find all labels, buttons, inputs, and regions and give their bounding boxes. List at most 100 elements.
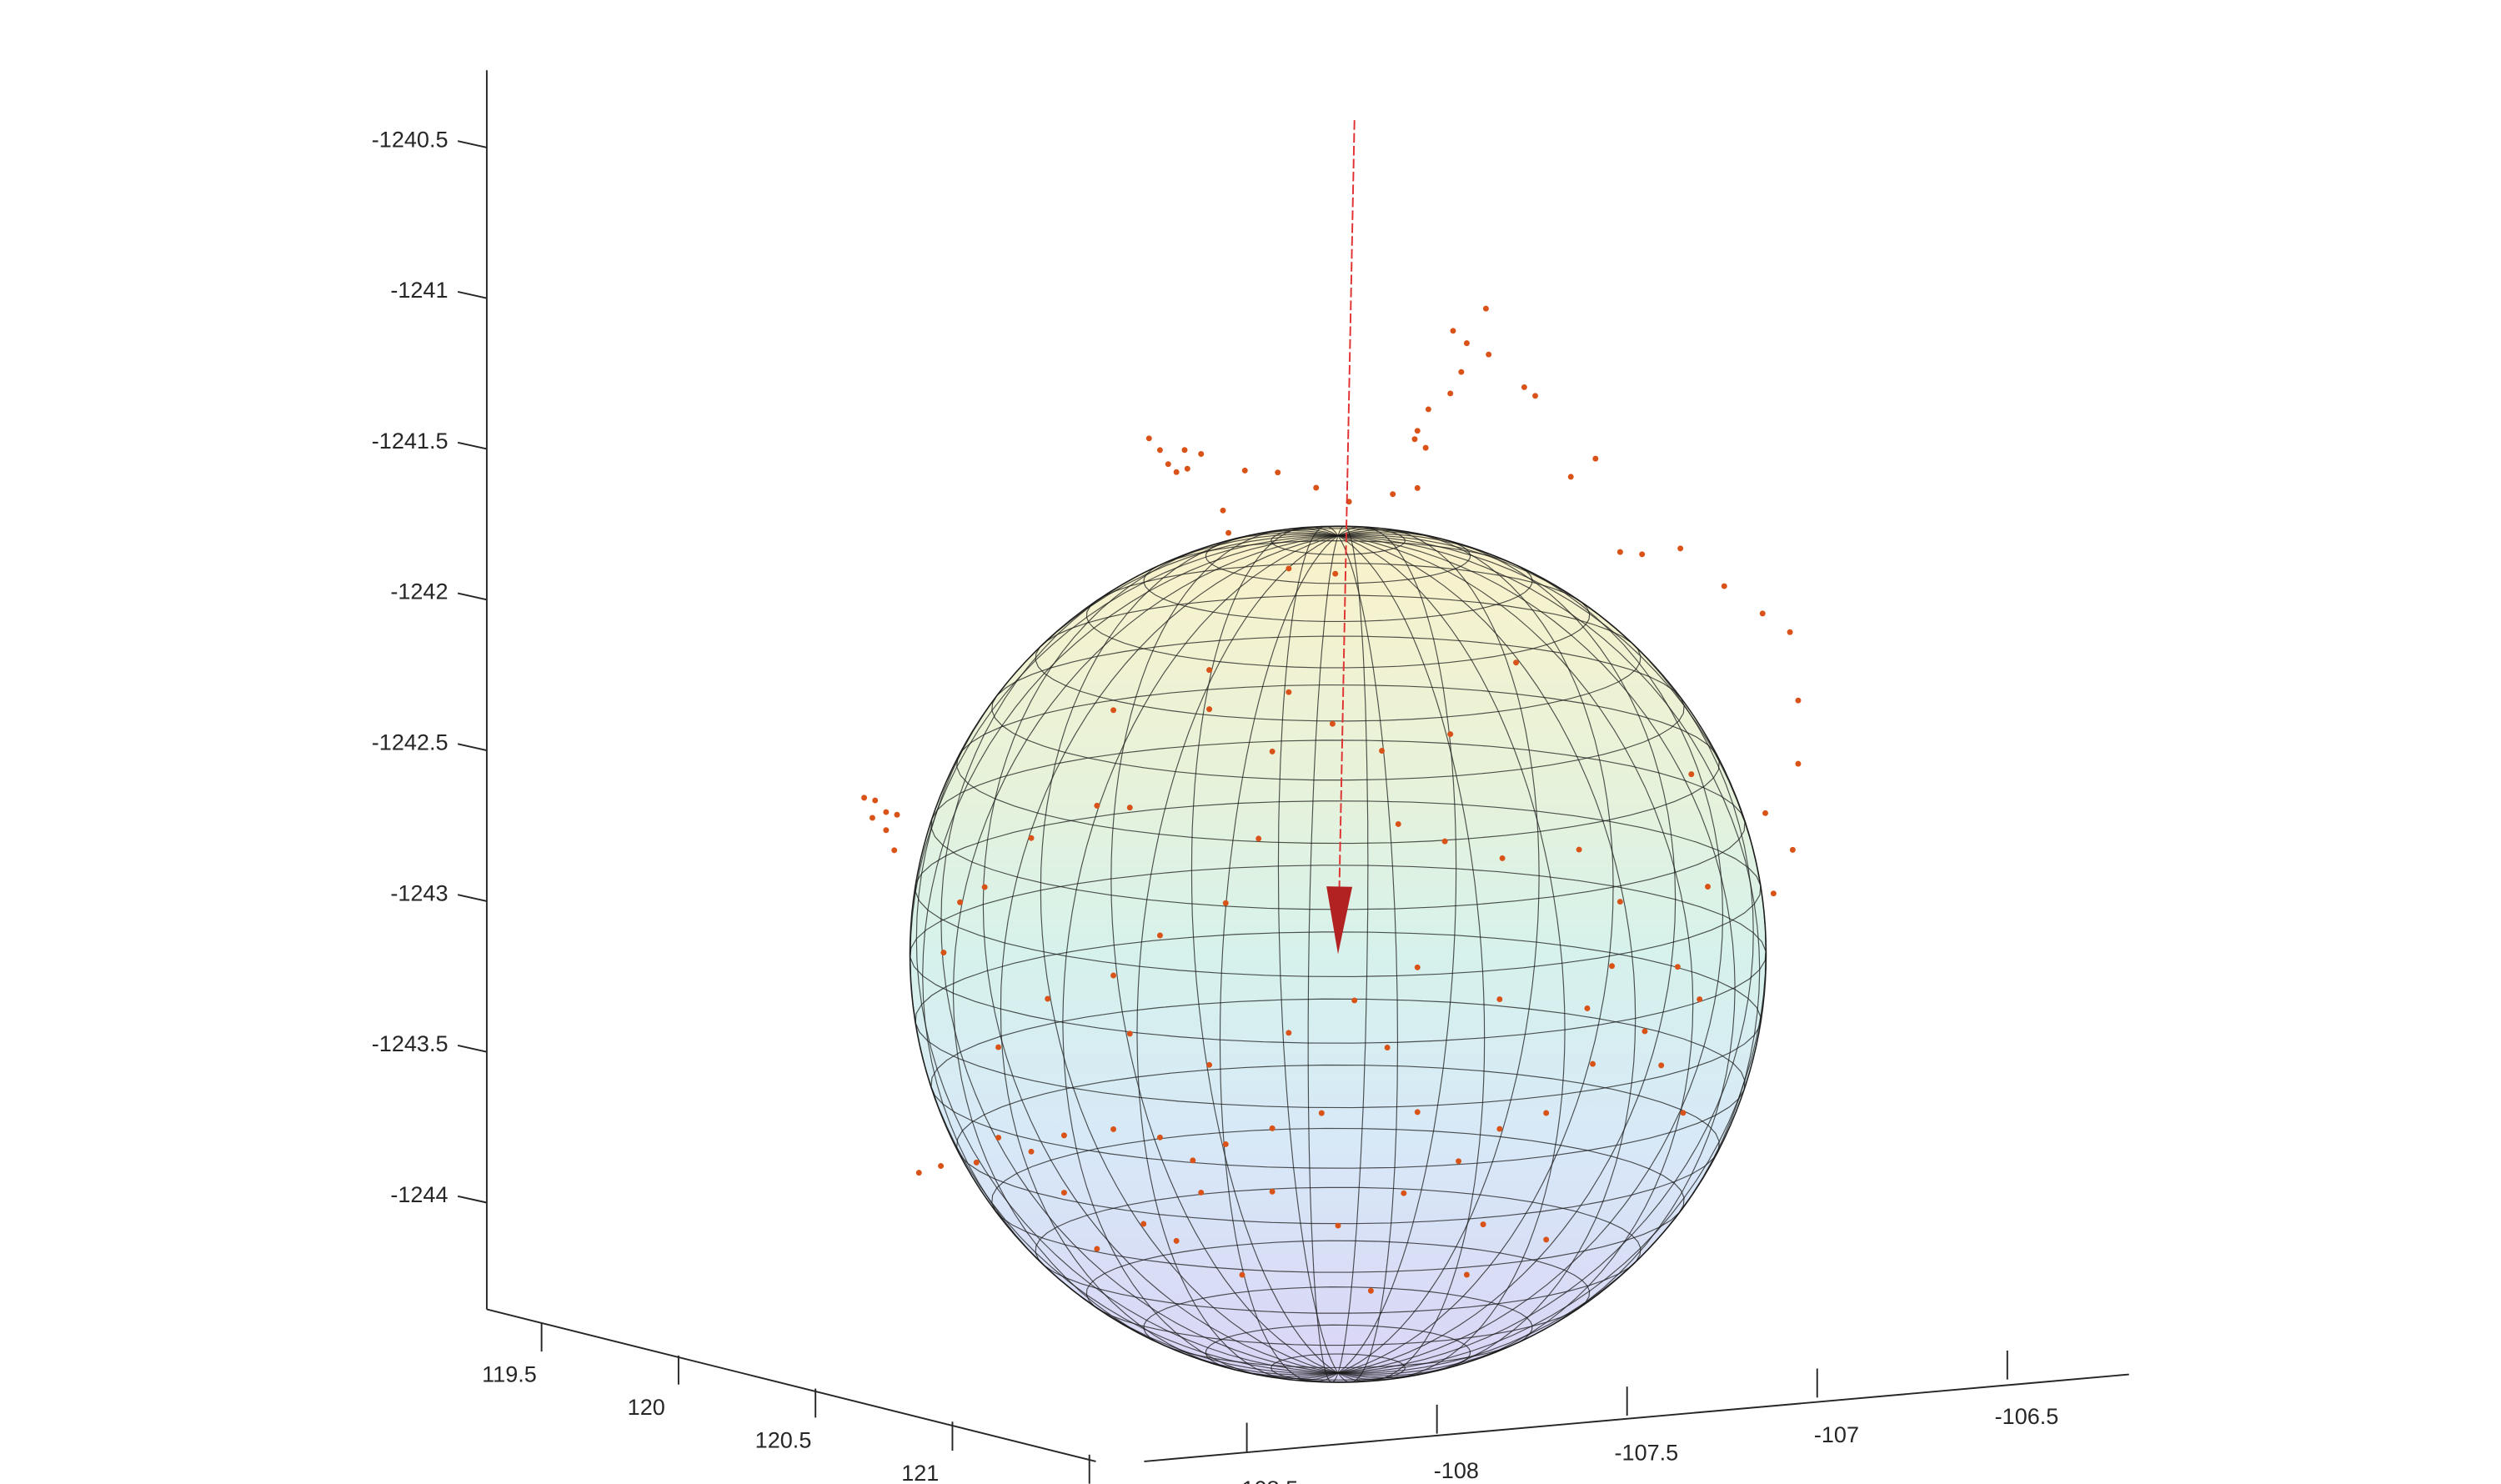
scatter-point: [1206, 706, 1213, 713]
scatter-point: [1275, 469, 1281, 476]
scatter-point: [1567, 474, 1574, 480]
sphere-parallel: [1143, 1286, 1533, 1369]
scatter-point: [869, 815, 875, 821]
scatter-point: [1496, 996, 1503, 1003]
scatter-point: [1313, 484, 1320, 491]
z-tick-label: -1242: [390, 579, 448, 604]
scatter-point: [1206, 667, 1213, 674]
scatter-point: [1222, 900, 1229, 906]
scatter-point: [1677, 545, 1684, 552]
scatter-point: [1463, 340, 1470, 347]
scatter-point: [883, 809, 890, 815]
z-tick-label: -1241: [390, 278, 448, 303]
scatter-point: [1422, 444, 1429, 451]
scatter-point: [1286, 565, 1292, 572]
scatter-point: [1126, 1030, 1133, 1037]
scatter-point: [1190, 1157, 1196, 1164]
z-tick: [457, 592, 488, 601]
scatter-point: [1401, 1190, 1407, 1196]
scatter-point: [1329, 720, 1336, 727]
scatter-point: [894, 811, 900, 818]
sphere-parallel: [930, 739, 1746, 910]
scatter-point: [1414, 964, 1421, 970]
scatter-point: [1145, 435, 1152, 442]
sphere-parallel: [1035, 594, 1641, 722]
scatter-point: [1241, 467, 1248, 474]
sphere-parallel: [915, 800, 1762, 977]
scatter-point: [1256, 835, 1262, 842]
arrow: [1326, 120, 1356, 955]
x-tick-label: 120: [628, 1395, 665, 1420]
z-tick-label: -1241.5: [372, 429, 449, 454]
scatter-point: [1450, 328, 1456, 334]
scatter-point: [915, 1170, 922, 1176]
scatter-point: [1688, 771, 1695, 778]
z-tick-label: -1242.5: [372, 730, 449, 755]
z-tick: [457, 291, 488, 299]
sphere-parallel: [930, 998, 1746, 1169]
scatter-point: [1447, 390, 1454, 397]
scatter-point: [1447, 731, 1454, 738]
sphere: [909, 525, 1767, 1383]
scatter-point: [973, 1159, 980, 1166]
scatter-point: [1110, 1126, 1117, 1132]
sphere-parallel: [1205, 1324, 1471, 1381]
z-tick-label: -1243.5: [372, 1031, 449, 1056]
z-tick: [457, 894, 488, 902]
scatter-point: [1198, 451, 1205, 457]
scatter-point: [1045, 995, 1051, 1002]
scatter-point: [1173, 1237, 1180, 1244]
z-tick: [457, 1195, 488, 1204]
scatter-point: [940, 950, 947, 956]
scatter-point: [1543, 1110, 1550, 1116]
scatter-point: [1456, 1158, 1462, 1165]
scatter-point: [1184, 465, 1190, 472]
scatter-point: [861, 795, 868, 801]
y-tick-label: -108.5: [1234, 1476, 1298, 1484]
scatter-point: [1225, 529, 1232, 536]
y-axis: [1144, 1373, 2129, 1462]
scatter-point: [1173, 469, 1180, 475]
sphere-parallel: [1143, 540, 1533, 623]
scatter-point: [981, 884, 988, 890]
scatter-point: [1384, 1045, 1391, 1050]
scatter-point: [1584, 1005, 1591, 1011]
z-tick: [457, 140, 488, 148]
scatter-point: [1335, 1222, 1341, 1229]
scatter-point: [1762, 810, 1769, 816]
scatter-point: [995, 1135, 1002, 1141]
sphere-parallel: [1271, 526, 1406, 555]
scatter-point: [1411, 436, 1418, 443]
scatter-point: [1222, 1141, 1229, 1147]
sphere-parallel: [910, 865, 1767, 1044]
scatter-point: [1269, 748, 1276, 755]
z-tick: [457, 1045, 488, 1053]
scatter-point: [1458, 368, 1465, 375]
sphere-parallel: [991, 635, 1685, 781]
scatter-point: [1770, 890, 1777, 897]
scatter-point: [1641, 1028, 1648, 1035]
scatter-point: [1156, 932, 1163, 939]
scatter-point: [1165, 461, 1171, 468]
sphere-parallel: [1085, 1240, 1591, 1346]
scatter-point: [1060, 1132, 1067, 1139]
sphere-parallel: [1085, 562, 1591, 669]
scatter-point: [891, 847, 898, 854]
scatter-point: [872, 797, 879, 804]
z-tick-label: -1243: [390, 880, 448, 905]
scatter-point: [1425, 406, 1431, 413]
sphere-parallel: [956, 684, 1720, 845]
z-tick-label: -1240.5: [372, 127, 449, 152]
scatter-point: [1239, 1271, 1245, 1278]
scatter-point: [1028, 1148, 1035, 1155]
z-tick: [457, 441, 488, 450]
scatter-point: [1521, 384, 1527, 390]
y-tick-label: -107.5: [1615, 1440, 1679, 1465]
scatter-point: [1759, 610, 1766, 617]
scatter-point: [1367, 1287, 1374, 1294]
scatter-point: [1721, 583, 1727, 589]
scatter-point: [1463, 1271, 1470, 1278]
scatter-point: [1795, 697, 1802, 704]
scatter-point: [1532, 393, 1539, 399]
